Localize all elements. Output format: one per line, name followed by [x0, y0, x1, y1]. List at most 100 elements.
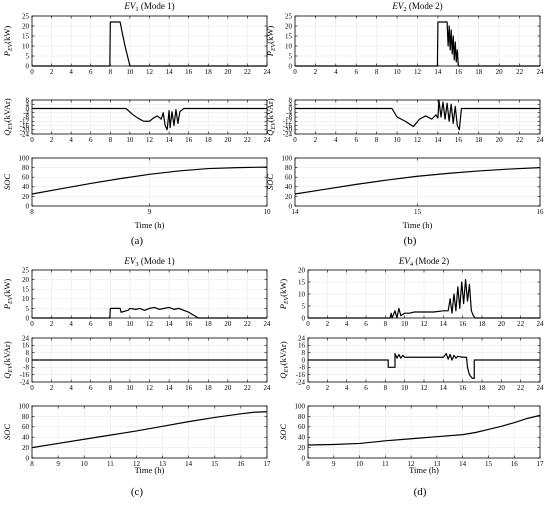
x-tick-label: 14 — [434, 68, 442, 76]
y-tick-label: 15 — [22, 286, 30, 294]
y-tick-label: 40 — [298, 434, 306, 442]
y-tick-label: 8 — [26, 349, 30, 357]
series-line — [295, 99, 540, 131]
y-tick-label: 0 — [289, 202, 293, 210]
x-tick-label: 20 — [224, 136, 232, 144]
y-tick-label: 20 — [285, 22, 293, 30]
y-tick-label: 25 — [22, 12, 30, 20]
x-tick-label: 4 — [334, 68, 338, 76]
x-tick-label: 8 — [30, 460, 34, 468]
x-tick-label: 10 — [126, 384, 134, 392]
x-tick-label: 0 — [30, 68, 34, 76]
x-tick-label: 24 — [537, 136, 545, 144]
ylabel-sub: EV — [8, 121, 14, 131]
y-tick-label: -24 — [20, 378, 30, 386]
x-tick-label: 10 — [264, 208, 272, 216]
x-tick-label: 6 — [89, 384, 93, 392]
x-tick-label: 12 — [146, 136, 154, 144]
title-sub: 1 — [135, 6, 138, 13]
y-tick-label: -16 — [20, 371, 30, 379]
ylabel-sub: EV — [271, 121, 277, 131]
series-line — [32, 21, 267, 67]
y-tick-label: 40 — [22, 434, 30, 442]
x-tick-label: 17 — [264, 460, 272, 468]
subplot-3: 8 9 10 11 12 13 14 15 16 17 0 20 40 60 80 100 SOC — [2, 402, 271, 468]
y-tick-label: 40 — [285, 183, 293, 191]
y-tick-label: 0 — [26, 356, 30, 364]
y-tick-label: 10 — [285, 42, 293, 50]
y-axis-label: PEV(kW) — [2, 279, 14, 311]
y-tick-label: 20 — [22, 193, 30, 201]
y-tick-label: 24 — [298, 334, 306, 342]
y-axis-label: SOC — [278, 424, 288, 440]
ylabel-main: P — [2, 51, 12, 57]
y-tick-label: 10 — [298, 290, 306, 298]
x-tick-label: 22 — [244, 68, 252, 76]
x-tick-label: 11 — [382, 460, 389, 468]
y-tick-label: 40 — [22, 183, 30, 191]
x-tick-label: 2 — [50, 136, 54, 144]
y-tick-label: 20 — [22, 276, 30, 284]
x-tick-label: 16 — [455, 136, 463, 144]
x-tick-label: 4 — [69, 136, 73, 144]
y-tick-label: -8 — [299, 364, 305, 372]
x-tick-label: 10 — [126, 68, 134, 76]
y-tick-label: -16 — [296, 371, 306, 379]
ylabel-main: P — [278, 304, 288, 310]
x-tick-label: 10 — [356, 460, 364, 468]
x-axis-label: Time (h) — [409, 465, 439, 475]
ylabel-rest: (kW) — [2, 279, 12, 297]
ylabel-sub: EV — [284, 295, 290, 305]
x-tick-label: 10 — [394, 68, 402, 76]
y-tick-label: 0 — [26, 62, 30, 70]
x-tick-label: 4 — [69, 384, 73, 392]
ylabel-main: Q — [278, 373, 288, 379]
y-axis-label: QEV(kVAr) — [2, 341, 14, 379]
y-tick-label: 5 — [289, 52, 293, 60]
title-rest: (Mode 1) — [139, 256, 175, 266]
y-tick-label: 60 — [22, 423, 30, 431]
y-tick-label: 80 — [298, 413, 306, 421]
ylabel-rest: (kW) — [2, 26, 12, 44]
x-tick-label: 14 — [166, 320, 174, 328]
ylabel-rest: (kVAr) — [278, 341, 288, 365]
y-axis-label: PEV(kW) — [265, 26, 277, 58]
x-tick-label: 4 — [345, 384, 349, 392]
x-tick-label: 22 — [517, 320, 525, 328]
y-tick-label: -16 — [20, 122, 30, 130]
plot-frame — [31, 337, 268, 383]
ylabel-main: Q — [265, 130, 275, 136]
y-tick-label: 15 — [22, 32, 30, 40]
ylabel-rest: (kW) — [265, 26, 275, 44]
y-tick-label: 24 — [22, 334, 30, 342]
subplot-2: 0 2 4 6 8 10 12 14 16 18 20 22 24241680-8-16-24QEV(k… — [278, 334, 544, 392]
subplot-2: 0 2 4 6 8 10 12 14 16 18 20 22 24241680-8-16-24QEV(k… — [2, 334, 271, 392]
plot-frame — [307, 405, 541, 459]
ylabel-sub: EV — [284, 364, 290, 374]
x-tick-label: 10 — [81, 460, 89, 468]
x-tick-label: 16 — [459, 320, 467, 328]
title-sub: 4 — [410, 261, 414, 268]
x-tick-label: 16 — [185, 384, 193, 392]
y-tick-label: 8 — [26, 96, 30, 104]
x-tick-label: 2 — [50, 68, 54, 76]
x-tick-label: 24 — [537, 320, 545, 328]
title-sub: 3 — [135, 261, 138, 268]
chart-title: EV1 (Mode 1) — [123, 1, 174, 13]
y-tick-label: 0 — [302, 314, 306, 322]
x-tick-label: 16 — [185, 320, 193, 328]
x-tick-label: 15 — [485, 460, 493, 468]
x-tick-label: 18 — [205, 384, 213, 392]
x-tick-label: 16 — [185, 68, 193, 76]
x-tick-label: 18 — [475, 136, 483, 144]
x-tick-label: 0 — [293, 136, 297, 144]
x-tick-label: 20 — [498, 384, 506, 392]
x-tick-label: 24 — [264, 68, 272, 76]
x-tick-label: 14 — [166, 68, 174, 76]
x-tick-label: 15 — [414, 208, 422, 216]
y-tick-label: 0 — [302, 356, 306, 364]
x-tick-label: 4 — [345, 320, 349, 328]
y-tick-label: 0 — [26, 105, 30, 113]
